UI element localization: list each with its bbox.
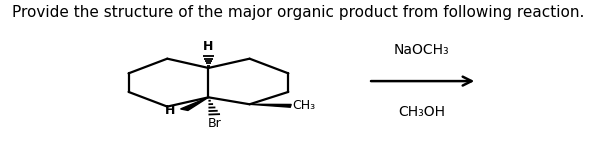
Text: H: H (203, 40, 213, 53)
Text: NaOCH₃: NaOCH₃ (393, 43, 449, 57)
Text: Br: Br (207, 117, 221, 130)
Polygon shape (250, 104, 291, 107)
Polygon shape (181, 97, 209, 110)
Text: Provide the structure of the major organic product from following reaction.: Provide the structure of the major organ… (12, 5, 584, 20)
Text: CH₃OH: CH₃OH (398, 105, 445, 119)
Text: H: H (165, 104, 175, 117)
Text: CH₃: CH₃ (293, 99, 316, 112)
